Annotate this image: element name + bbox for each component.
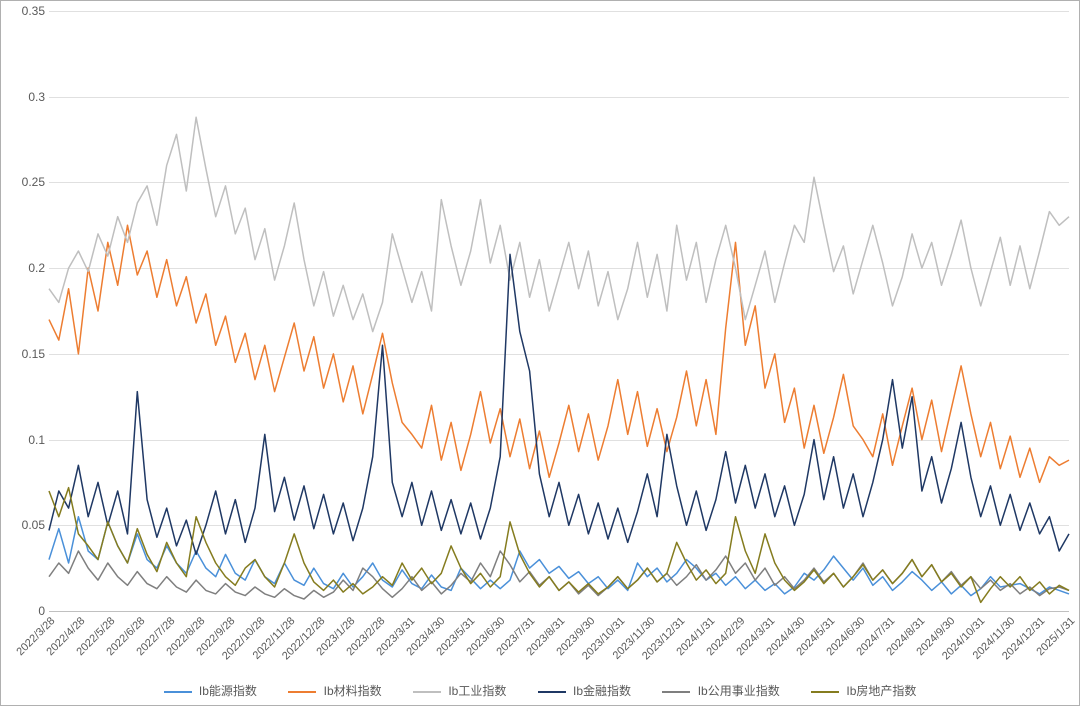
series-line (49, 488, 1069, 603)
series-line (49, 117, 1069, 331)
y-tick-label: 0.35 (9, 4, 45, 18)
series-line (49, 517, 1069, 596)
legend-label: Ib能源指数 (199, 684, 257, 698)
legend-swatch (538, 691, 566, 693)
y-tick-label: 0 (9, 604, 45, 618)
legend-item-utilities: Ib公用事业指数 (662, 682, 779, 699)
y-tick-label: 0.3 (9, 90, 45, 104)
legend-swatch (413, 691, 441, 693)
legend-item-energy: Ib能源指数 (164, 682, 257, 699)
legend-item-materials: Ib材料指数 (288, 682, 381, 699)
legend-swatch (164, 691, 192, 693)
chart-container: 00.050.10.150.20.250.30.35 2022/3/282022… (0, 0, 1080, 706)
legend-swatch (811, 691, 839, 693)
legend-label: Ib房地产指数 (846, 684, 916, 698)
y-tick-label: 0.25 (9, 175, 45, 189)
legend-swatch (662, 691, 690, 693)
legend-item-industrial: Ib工业指数 (413, 682, 506, 699)
y-tick-label: 0.05 (9, 518, 45, 532)
legend-label: Ib材料指数 (324, 684, 382, 698)
y-tick-label: 0.1 (9, 433, 45, 447)
legend-item-realestate: Ib房地产指数 (811, 682, 916, 699)
legend-label: Ib金融指数 (573, 684, 631, 698)
legend: Ib能源指数 Ib材料指数 Ib工业指数 Ib金融指数 Ib公用事业指数 Ib房… (1, 682, 1079, 699)
legend-swatch (288, 691, 316, 693)
legend-item-financial: Ib金融指数 (538, 682, 631, 699)
line-series-svg (49, 11, 1069, 611)
y-tick-label: 0.2 (9, 261, 45, 275)
legend-label: Ib公用事业指数 (698, 684, 780, 698)
plot-area (49, 11, 1069, 612)
series-line (49, 225, 1069, 482)
y-tick-label: 0.15 (9, 347, 45, 361)
legend-label: Ib工业指数 (448, 684, 506, 698)
series-line (49, 254, 1069, 554)
